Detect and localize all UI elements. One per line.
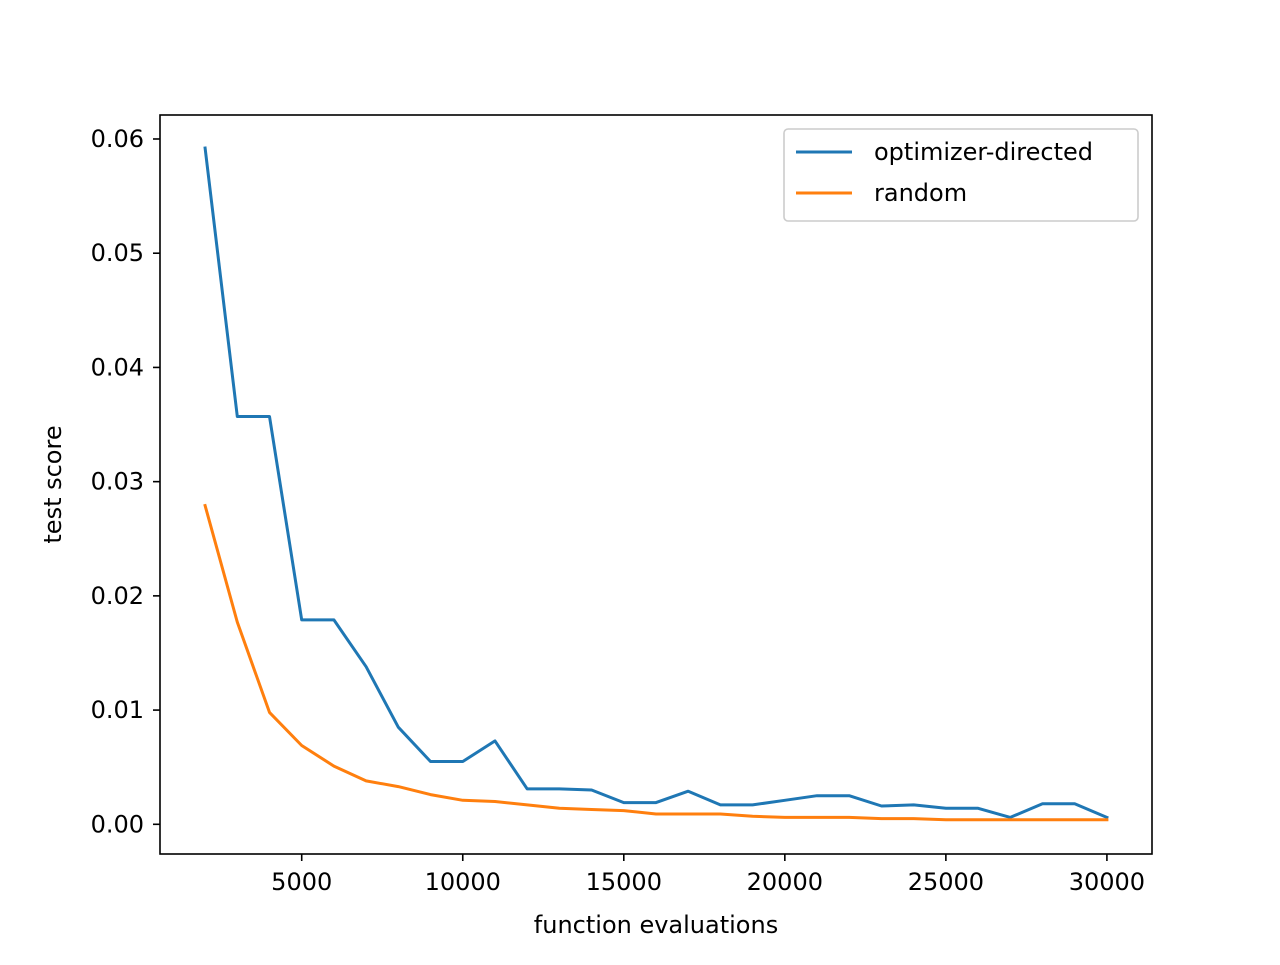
y-tick-label: 0.02 [91,582,144,610]
plot-frame [159,114,1153,855]
legend-label-optimizer-directed: optimizer-directed [874,138,1093,166]
x-axis-title: function evaluations [534,911,778,939]
y-axis-ticks: 0.00 0.01 0.02 0.03 0.04 0.05 0.06 [91,125,160,838]
series-layer [203,146,1109,822]
series-line-optimizer-directed [203,146,1109,820]
y-axis-title: test score [39,425,67,543]
x-tick-label: 20000 [747,868,823,896]
y-tick-label: 0.03 [91,468,144,496]
x-tick-label: 5000 [271,868,332,896]
y-tick-label: 0.04 [91,353,144,381]
y-tick-label: 0.00 [91,810,144,838]
x-tick-label: 15000 [586,868,662,896]
x-tick-label: 25000 [908,868,984,896]
y-tick-label: 0.01 [91,696,144,724]
y-tick-label: 0.06 [91,125,144,153]
x-tick-label: 30000 [1069,868,1145,896]
legend: optimizer-directed random [783,128,1139,222]
x-tick-label: 10000 [425,868,501,896]
y-tick-label: 0.05 [91,239,144,267]
x-axis-ticks: 5000 10000 15000 20000 25000 30000 [271,854,1145,896]
series-line-random [203,503,1109,822]
legend-label-random: random [874,179,967,207]
legend-box [783,128,1139,222]
